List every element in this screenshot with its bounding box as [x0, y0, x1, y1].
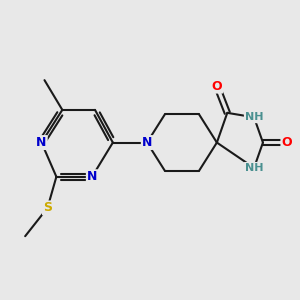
Text: NH: NH — [245, 112, 263, 122]
Text: S: S — [43, 202, 52, 214]
Text: N: N — [142, 136, 152, 149]
Text: N: N — [87, 170, 97, 183]
Text: O: O — [212, 80, 222, 93]
Text: N: N — [36, 136, 47, 149]
Text: NH: NH — [245, 163, 263, 173]
Text: O: O — [281, 136, 292, 149]
